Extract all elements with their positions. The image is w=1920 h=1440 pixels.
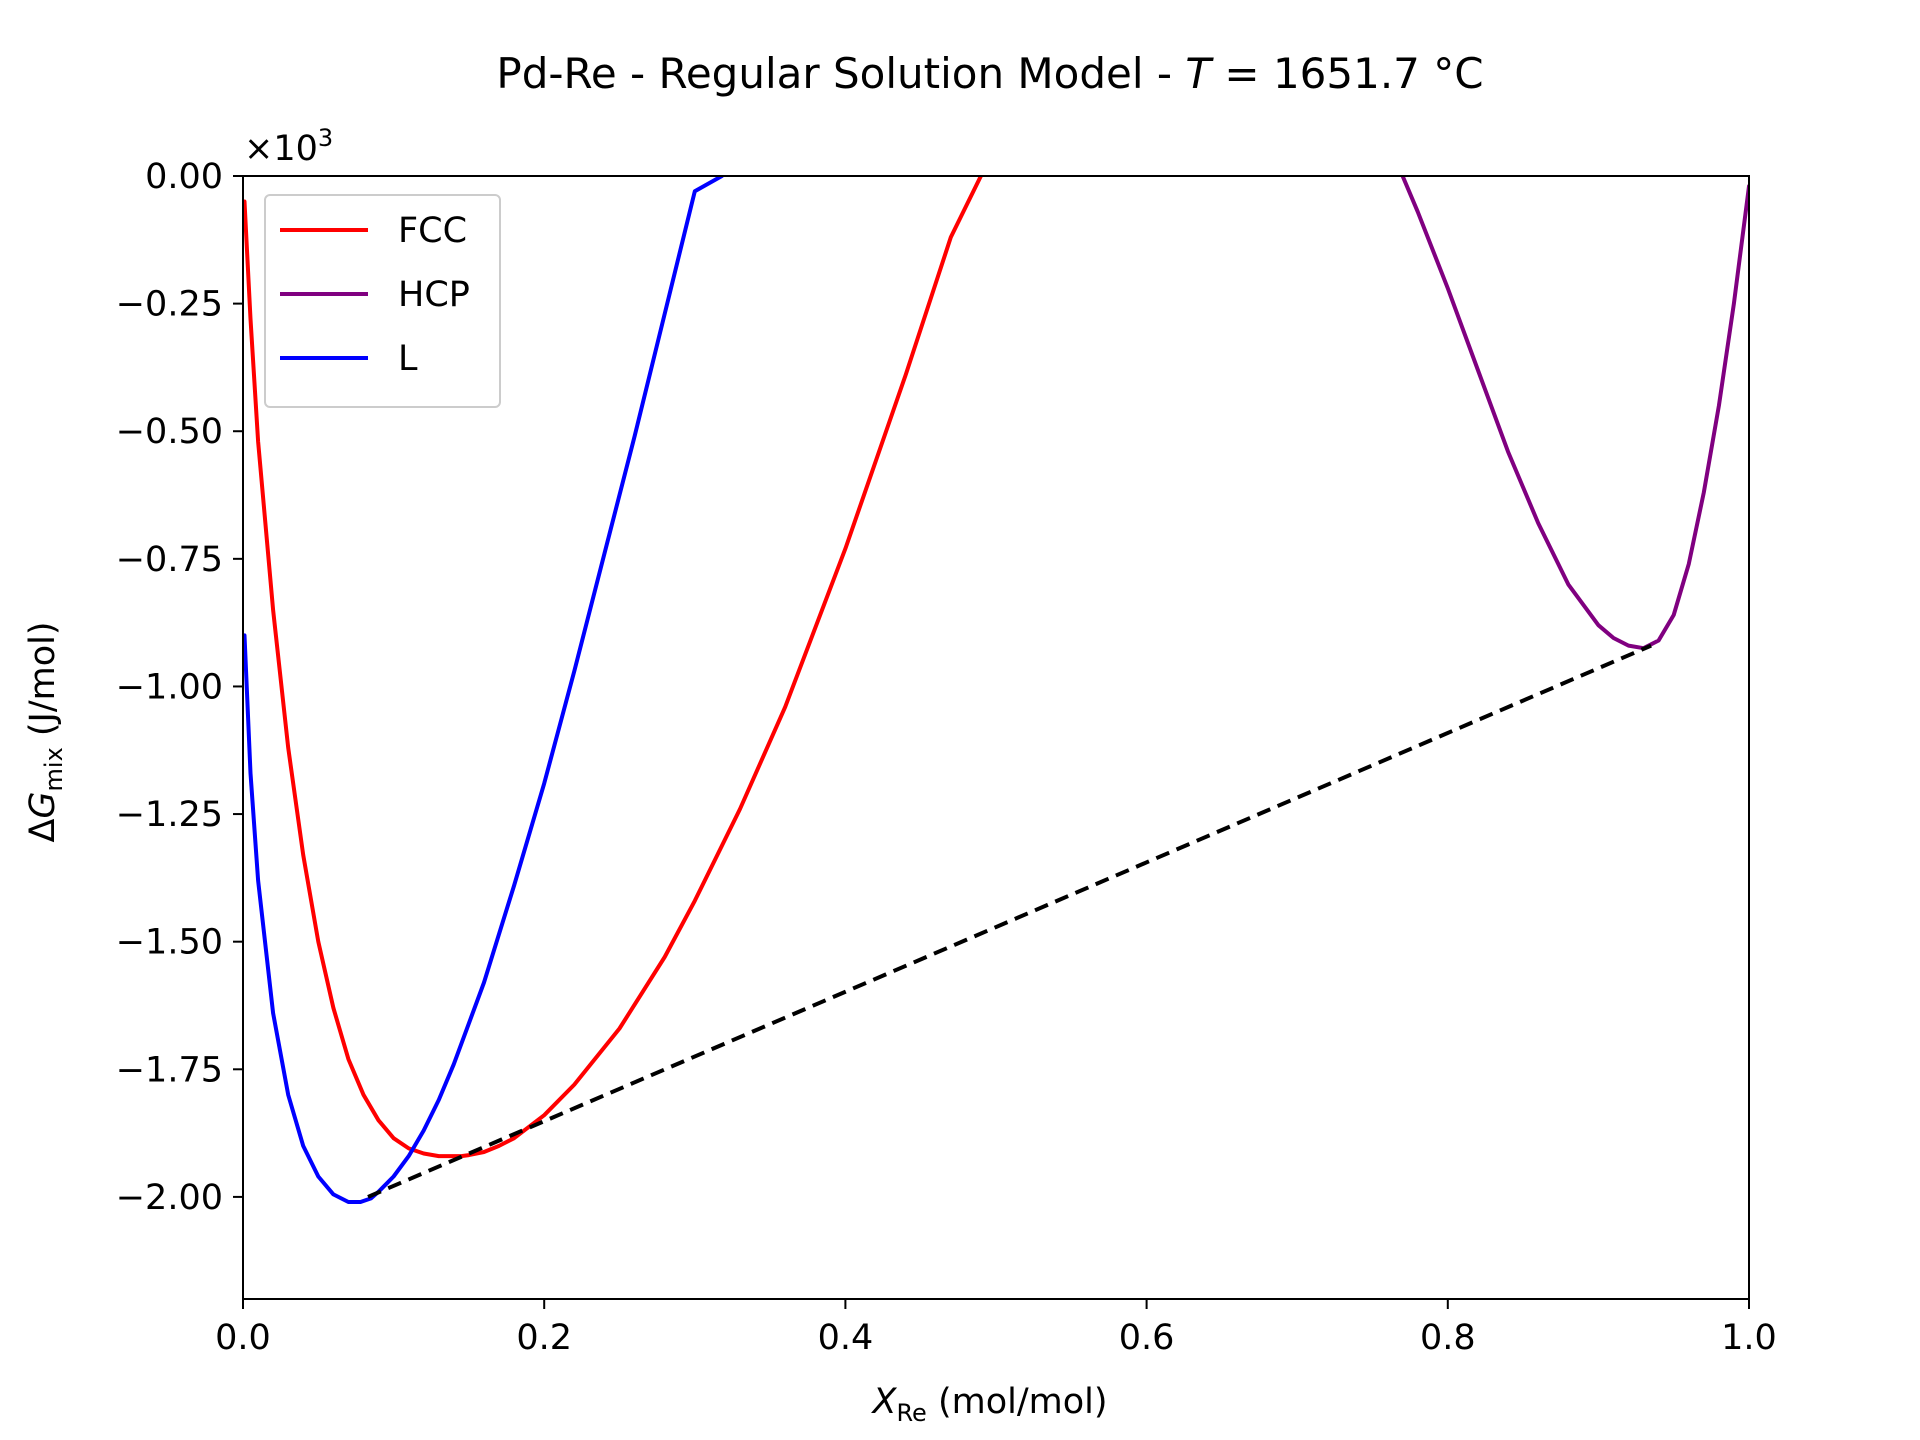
x-axis-label: XRe (mol/mol) <box>870 1382 1107 1427</box>
x-tick-label: 0.2 <box>516 1318 572 1358</box>
series-line-hcp <box>1400 176 1749 651</box>
y-scale-multiplier: ×103 <box>244 124 333 169</box>
legend-box <box>264 194 501 408</box>
y-tick-label: −1.75 <box>116 1050 223 1090</box>
series-line-l <box>243 176 724 1204</box>
x-tick-label: 0.8 <box>1420 1318 1476 1358</box>
x-tick-label: 0.4 <box>818 1318 874 1358</box>
y-tick-label: −1.00 <box>116 667 223 707</box>
chart-title: Pd-Re - Regular Solution Model - T = 165… <box>496 49 1483 98</box>
y-tick-label: 0.00 <box>145 157 223 197</box>
x-tick-label: 1.0 <box>1721 1318 1777 1358</box>
plot-area <box>243 176 1749 1204</box>
y-tick-label: −0.50 <box>116 412 223 452</box>
y-axis-label: ΔGmix (J/mol) <box>23 621 68 842</box>
axes-frame <box>242 175 1750 1300</box>
common-tangent-line <box>367 643 1652 1199</box>
x-tick-label: 0.6 <box>1119 1318 1175 1358</box>
x-tick-label: 0.0 <box>215 1318 271 1358</box>
legend: FCC HCP L <box>264 194 501 408</box>
y-tick-label: −1.50 <box>116 923 223 963</box>
axes: 0.0 0.2 0.4 0.6 0.8 1.0 0.00 −0.25 −0.50 −0.75 −1.… <box>116 157 1777 1358</box>
y-tick-label: −0.25 <box>116 285 223 325</box>
y-tick-label: −1.25 <box>116 795 223 835</box>
legend-label-fcc: FCC <box>398 211 467 251</box>
legend-label-l: L <box>398 339 418 379</box>
legend-label-hcp: HCP <box>398 275 470 315</box>
y-tick-label: −2.00 <box>116 1178 223 1218</box>
y-tick-label: −0.75 <box>116 540 223 580</box>
series-line-fcc <box>243 176 983 1159</box>
